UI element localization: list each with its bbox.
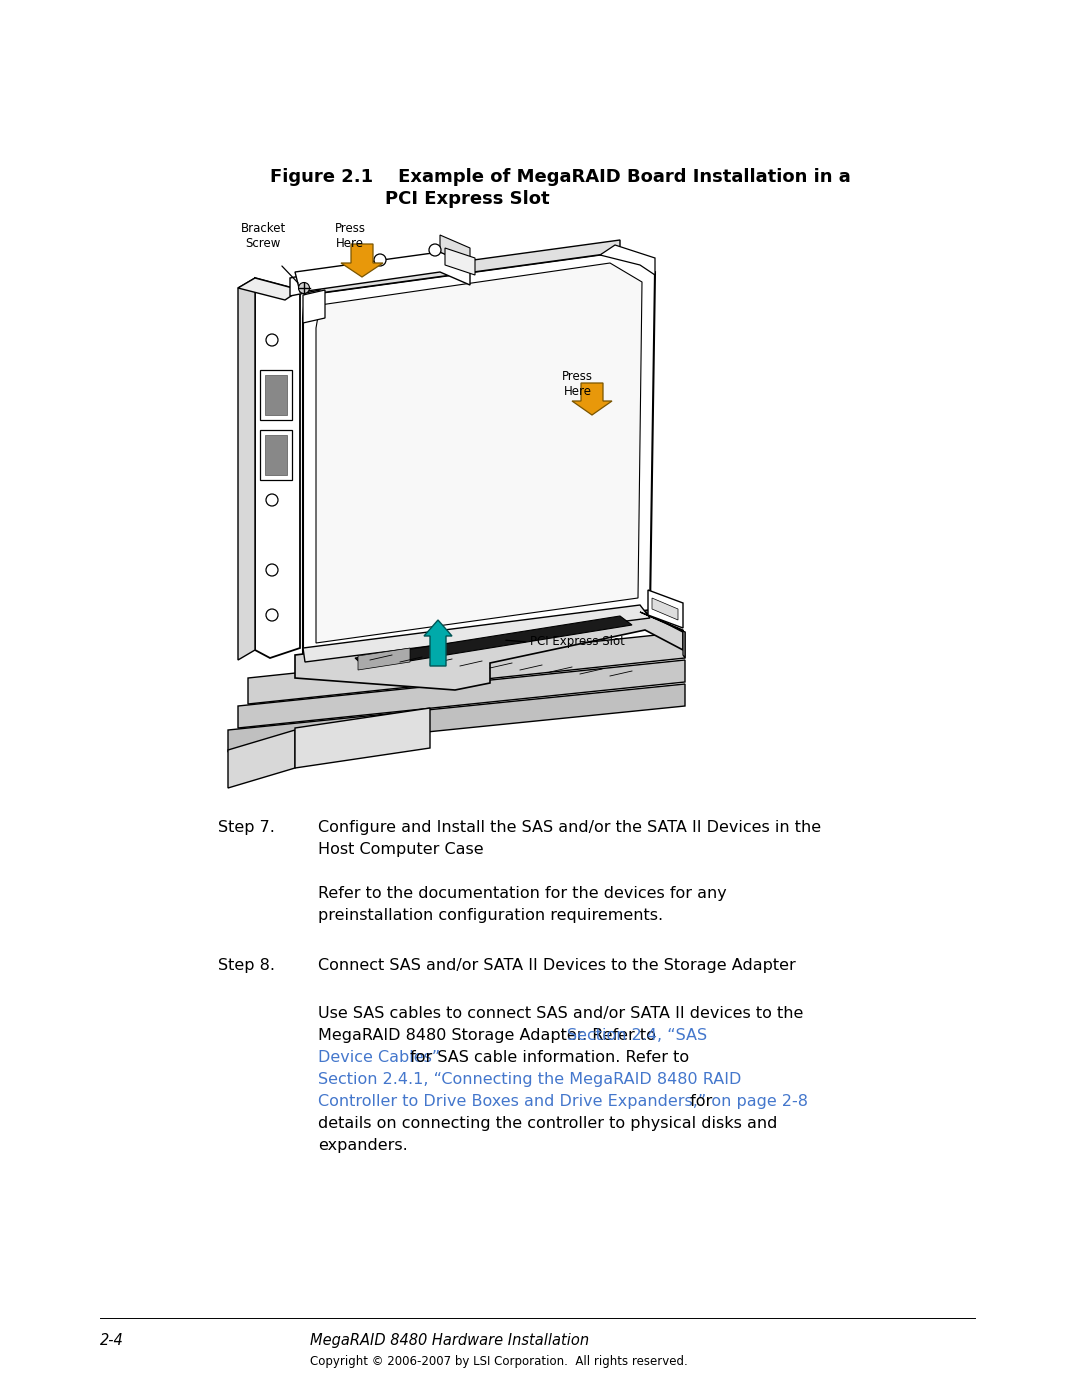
Text: Use SAS cables to connect SAS and/or SATA II devices to the: Use SAS cables to connect SAS and/or SAT…	[318, 1006, 804, 1021]
Polygon shape	[445, 249, 475, 275]
Polygon shape	[228, 685, 685, 752]
Text: Press
Here: Press Here	[562, 370, 593, 398]
Text: PCI Express Slot: PCI Express Slot	[530, 636, 625, 648]
Polygon shape	[248, 631, 685, 704]
Text: Refer to the documentation for the devices for any: Refer to the documentation for the devic…	[318, 886, 727, 901]
Polygon shape	[255, 278, 300, 658]
Polygon shape	[303, 291, 325, 323]
Polygon shape	[260, 430, 292, 481]
Circle shape	[266, 609, 278, 622]
Polygon shape	[652, 598, 678, 620]
Text: Figure 2.1    Example of MegaRAID Board Installation in a: Figure 2.1 Example of MegaRAID Board Ins…	[270, 168, 851, 186]
Text: Connect SAS and/or SATA II Devices to the Storage Adapter: Connect SAS and/or SATA II Devices to th…	[318, 958, 796, 972]
Polygon shape	[303, 605, 650, 662]
Polygon shape	[228, 731, 295, 788]
Text: Device Cables”: Device Cables”	[318, 1051, 441, 1066]
Text: Section 2.4.1, “Connecting the MegaRAID 8480 RAID: Section 2.4.1, “Connecting the MegaRAID …	[318, 1073, 741, 1087]
Polygon shape	[341, 244, 383, 277]
Polygon shape	[424, 620, 453, 666]
Text: Step 7.: Step 7.	[218, 820, 275, 835]
Text: 2-4: 2-4	[100, 1333, 124, 1348]
Text: MegaRAID 8480 Hardware Installation: MegaRAID 8480 Hardware Installation	[310, 1333, 589, 1348]
Text: preinstallation configuration requirements.: preinstallation configuration requiremen…	[318, 908, 663, 923]
Polygon shape	[303, 251, 654, 658]
Polygon shape	[291, 272, 320, 296]
Text: expanders.: expanders.	[318, 1139, 408, 1154]
Polygon shape	[238, 278, 255, 659]
Polygon shape	[648, 590, 683, 629]
Text: Copyright © 2006-2007 by LSI Corporation.  All rights reserved.: Copyright © 2006-2007 by LSI Corporation…	[310, 1355, 688, 1368]
Polygon shape	[316, 263, 642, 643]
Text: for: for	[685, 1094, 712, 1109]
Polygon shape	[357, 648, 410, 671]
Text: Configure and Install the SAS and/or the SATA II Devices in the: Configure and Install the SAS and/or the…	[318, 820, 821, 835]
Circle shape	[266, 334, 278, 346]
Text: Press
Here: Press Here	[335, 222, 365, 250]
Polygon shape	[265, 434, 287, 475]
Polygon shape	[600, 244, 654, 275]
Text: Step 8.: Step 8.	[218, 958, 275, 972]
Polygon shape	[572, 383, 612, 415]
Polygon shape	[238, 659, 685, 728]
Text: PCI Express Slot: PCI Express Slot	[384, 190, 550, 208]
Text: Controller to Drive Boxes and Drive Expanders,” on page 2-8: Controller to Drive Boxes and Drive Expa…	[318, 1094, 808, 1109]
Polygon shape	[355, 616, 632, 668]
Polygon shape	[295, 708, 430, 768]
Polygon shape	[640, 612, 685, 658]
Text: Bracket
Screw: Bracket Screw	[241, 222, 285, 250]
Polygon shape	[440, 235, 470, 265]
Polygon shape	[260, 370, 292, 420]
Polygon shape	[305, 240, 620, 295]
Circle shape	[374, 254, 386, 265]
Circle shape	[266, 495, 278, 506]
Text: details on connecting the controller to physical disks and: details on connecting the controller to …	[318, 1116, 778, 1132]
Circle shape	[429, 244, 441, 256]
Polygon shape	[295, 251, 470, 292]
Polygon shape	[265, 374, 287, 415]
Circle shape	[298, 282, 310, 293]
Text: Section 2.4, “SAS: Section 2.4, “SAS	[567, 1028, 707, 1044]
Circle shape	[266, 564, 278, 576]
Text: Host Computer Case: Host Computer Case	[318, 842, 484, 856]
Text: MegaRAID 8480 Storage Adapter. Refer to: MegaRAID 8480 Storage Adapter. Refer to	[318, 1028, 661, 1044]
Polygon shape	[238, 278, 300, 300]
Polygon shape	[295, 612, 683, 690]
Text: for SAS cable information. Refer to: for SAS cable information. Refer to	[405, 1051, 689, 1066]
